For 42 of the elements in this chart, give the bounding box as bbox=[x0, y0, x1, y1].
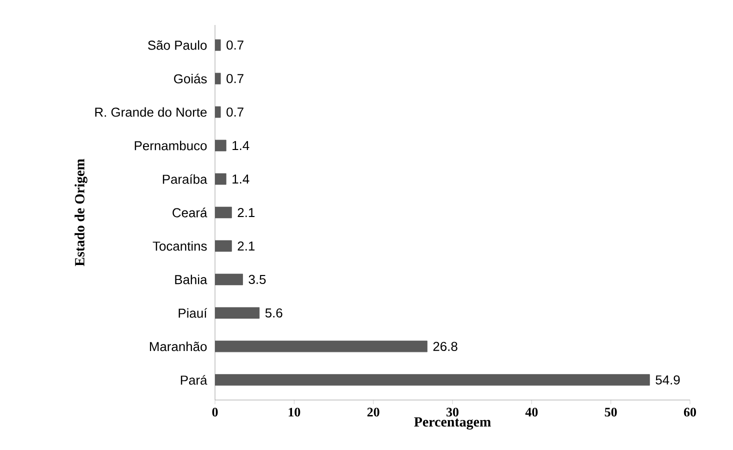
y-tick-label: Ceará bbox=[172, 208, 208, 218]
data-label: 0.7 bbox=[226, 107, 244, 117]
x-tick-label: 60 bbox=[684, 408, 696, 417]
y-axis-title: Estado de Origem bbox=[74, 158, 88, 266]
x-tick-label: 10 bbox=[288, 408, 300, 417]
data-label: 5.6 bbox=[265, 308, 282, 318]
y-tick-label: R. Grande do Norte bbox=[95, 107, 207, 117]
bar bbox=[214, 340, 428, 352]
bar bbox=[214, 140, 226, 152]
y-tick-label: São Paulo bbox=[148, 40, 207, 50]
y-tick-label: Piauí bbox=[178, 308, 208, 318]
bar bbox=[214, 72, 221, 84]
x-tick-label: 40 bbox=[525, 408, 538, 417]
bar bbox=[214, 206, 232, 218]
bar bbox=[214, 374, 650, 386]
data-label: 26.8 bbox=[433, 342, 458, 352]
y-tick-label: Paraíba bbox=[162, 174, 208, 184]
bar bbox=[214, 106, 221, 118]
data-label: 2.1 bbox=[238, 241, 255, 250]
bar bbox=[214, 307, 260, 319]
y-tick-label: Maranhão bbox=[150, 342, 207, 352]
y-tick-label: Bahia bbox=[175, 274, 208, 284]
data-label: 0.7 bbox=[226, 74, 244, 84]
y-tick-label: Goiás bbox=[174, 74, 207, 84]
x-tick-label: 30 bbox=[446, 408, 458, 417]
bar bbox=[214, 274, 243, 286]
x-tick-label: 0 bbox=[212, 408, 218, 417]
x-tick-label: 50 bbox=[604, 408, 617, 417]
bar bbox=[214, 240, 232, 252]
data-label: 54.9 bbox=[656, 375, 680, 384]
data-label: 0.7 bbox=[226, 40, 244, 50]
x-axis-title: Percentagem bbox=[414, 417, 491, 430]
bar bbox=[214, 173, 226, 185]
data-label: 2.1 bbox=[238, 208, 255, 218]
x-tick-label: 20 bbox=[367, 408, 380, 417]
y-tick-label: Tocantins bbox=[152, 241, 207, 251]
y-tick-label: Pernambuco bbox=[134, 140, 207, 150]
bar bbox=[214, 39, 221, 51]
y-tick-label: Pará bbox=[180, 375, 208, 385]
data-label: 1.4 bbox=[232, 174, 250, 184]
data-label: 3.5 bbox=[248, 274, 266, 284]
data-label: 1.4 bbox=[232, 141, 250, 150]
